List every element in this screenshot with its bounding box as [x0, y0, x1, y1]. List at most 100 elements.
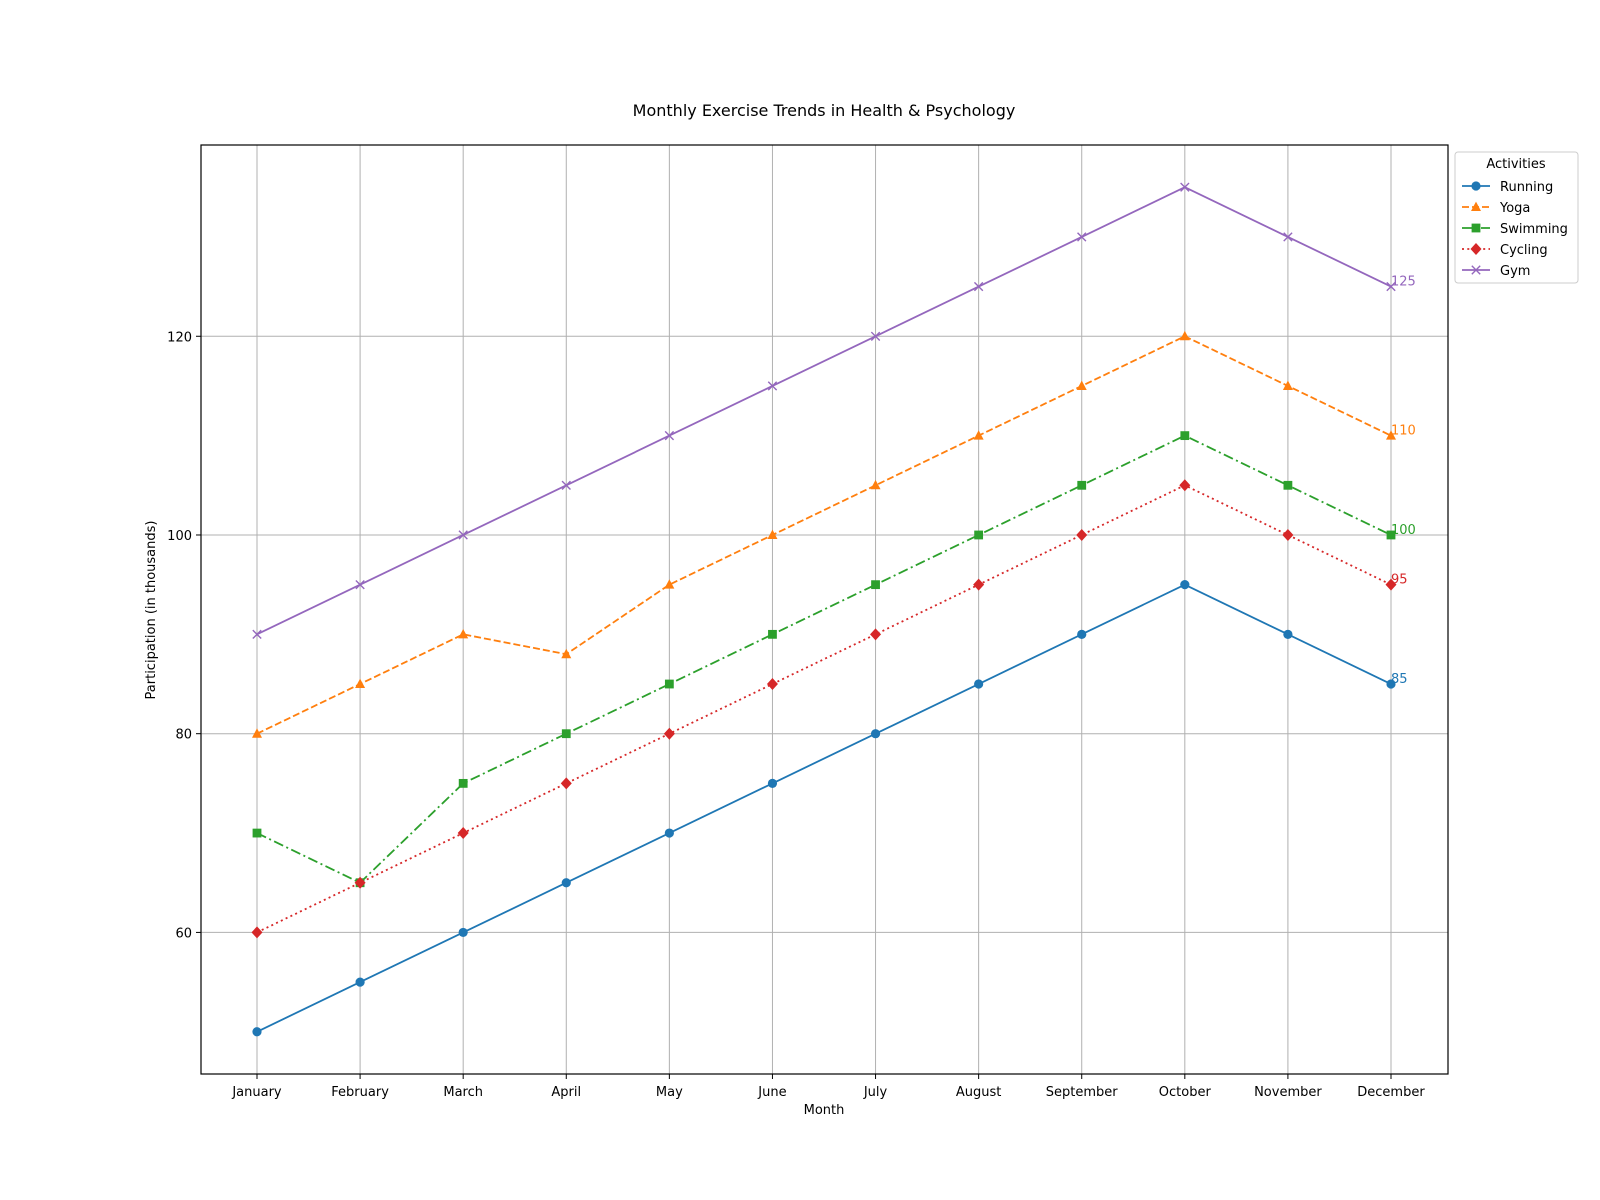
data-point-yoga — [252, 728, 262, 738]
legend-label-gym: Gym — [1500, 264, 1530, 279]
legend-marker-cycling — [1470, 243, 1482, 255]
data-point-gym — [664, 430, 675, 441]
data-point-running — [1283, 629, 1293, 639]
data-point-swimming — [1386, 530, 1396, 540]
data-point-gym — [561, 480, 571, 490]
legend-label-swimming: Swimming — [1500, 222, 1568, 237]
legend-marker-gym — [1471, 265, 1481, 275]
legend-item-running: Running — [1462, 180, 1553, 195]
legend-title: Activities — [1486, 157, 1546, 172]
data-point-running — [252, 1027, 262, 1037]
series-cycling: 95 — [251, 479, 1408, 939]
legend: Activities Running Yoga Swimming Cycling Gym — [1454, 151, 1579, 284]
data-point-running — [1077, 629, 1087, 639]
data-point-yoga — [973, 430, 984, 440]
data-point-cycling — [560, 777, 572, 790]
data-point-cycling — [973, 578, 985, 591]
data-point-yoga — [870, 479, 881, 490]
data-point-yoga — [1282, 380, 1293, 390]
data-point-gym — [1283, 232, 1293, 242]
data-point-gym — [767, 381, 778, 391]
legend-item-cycling: Cycling — [1462, 243, 1548, 258]
legend-label-yoga: Yoga — [1499, 201, 1530, 216]
data-point-cycling — [354, 876, 366, 889]
data-point-yoga — [1076, 380, 1087, 390]
y-axis-label: Participation (in thousands) — [144, 521, 159, 700]
x-tick-label: March — [443, 1085, 483, 1100]
data-point-swimming — [768, 629, 777, 639]
data-point-cycling — [1282, 528, 1294, 541]
data-point-gym — [870, 331, 881, 341]
data-point-gym — [1386, 281, 1396, 292]
data-point-swimming — [561, 729, 571, 739]
series-line-running — [256, 583, 1392, 1033]
x-axis-label: Month — [804, 1103, 845, 1118]
legend-label-cycling: Cycling — [1500, 243, 1548, 258]
data-point-cycling — [1385, 578, 1397, 591]
legend-item-gym: Gym — [1462, 264, 1530, 279]
grid-layer — [201, 145, 1448, 1074]
data-point-gym — [252, 629, 262, 640]
legend-marker-running — [1471, 181, 1481, 191]
data-point-cycling — [870, 628, 882, 641]
data-point-swimming — [252, 828, 262, 838]
chart-title: Monthly Exercise Trends in Health & Psyc… — [633, 101, 1016, 120]
data-point-swimming — [1077, 480, 1087, 490]
data-point-swimming — [1283, 480, 1293, 490]
data-point-yoga — [561, 648, 572, 659]
x-tick-label: February — [331, 1085, 389, 1100]
legend-marker-yoga — [1471, 201, 1481, 211]
legend-marker-swimming — [1471, 223, 1481, 233]
data-point-running — [664, 828, 674, 838]
data-point-cycling — [663, 727, 675, 740]
data-point-cycling — [766, 678, 778, 691]
x-tick-label: April — [551, 1085, 581, 1100]
data-point-yoga — [1179, 330, 1190, 341]
data-point-yoga — [664, 579, 675, 589]
data-point-gym — [355, 579, 365, 590]
data-point-yoga — [458, 628, 469, 639]
end-label-cycling: 95 — [1391, 573, 1408, 588]
data-point-running — [870, 729, 881, 739]
x-tick-label: July — [863, 1085, 888, 1100]
x-tick-label: August — [956, 1085, 1002, 1100]
x-tick-label: October — [1159, 1085, 1212, 1100]
legend-box — [1454, 151, 1579, 284]
legend-items: Running Yoga Swimming Cycling Gym — [1462, 180, 1568, 279]
data-point-yoga — [355, 678, 366, 689]
data-point-running — [458, 927, 468, 938]
end-label-swimming: 100 — [1391, 523, 1416, 538]
data-point-swimming — [871, 580, 880, 590]
plot-frame — [200, 144, 1449, 1075]
data-point-running — [974, 679, 984, 689]
y-tick-label: 60 — [175, 926, 192, 941]
data-point-gym — [1077, 232, 1087, 242]
data-point-swimming — [458, 778, 468, 788]
series-running: 85 — [252, 580, 1408, 1037]
data-point-running — [1386, 679, 1396, 689]
series-layer: 85 110 100 95 125 — [251, 182, 1416, 1037]
data-point-cycling — [457, 827, 469, 840]
data-point-running — [355, 977, 365, 987]
data-point-cycling — [251, 926, 263, 939]
data-point-swimming — [974, 530, 984, 540]
tick-layer: January February March April May June July Augu… — [167, 330, 1425, 1100]
x-tick-label: January — [231, 1085, 282, 1100]
series-line-swimming — [256, 434, 1392, 884]
y-tick-label: 120 — [167, 330, 192, 345]
x-tick-label: December — [1357, 1085, 1425, 1100]
data-point-yoga — [1386, 430, 1396, 440]
legend-label-running: Running — [1500, 180, 1553, 195]
x-tick-label: November — [1254, 1085, 1322, 1100]
data-point-yoga — [767, 529, 778, 539]
series-gym: 125 — [252, 182, 1416, 640]
y-tick-label: 80 — [175, 728, 192, 743]
y-tick-label: 100 — [167, 529, 192, 544]
x-tick-label: September — [1046, 1085, 1119, 1100]
x-tick-label: May — [656, 1085, 683, 1100]
data-point-gym — [1180, 182, 1190, 192]
end-label-yoga: 110 — [1391, 424, 1416, 439]
series-line-gym — [256, 186, 1392, 636]
data-point-gym — [973, 281, 984, 292]
